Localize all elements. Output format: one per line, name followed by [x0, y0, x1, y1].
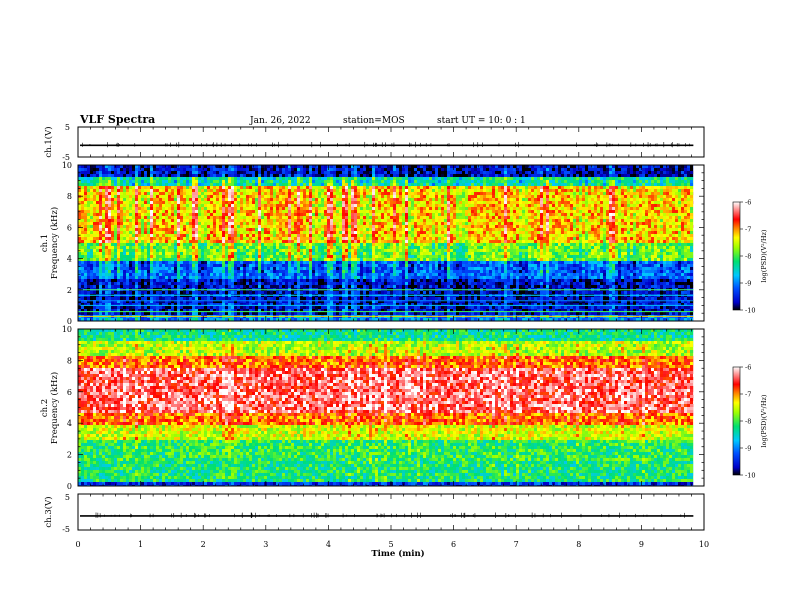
- ch2-frequency-ticks: 0 2 4 6 8 10: [62, 325, 704, 491]
- time-tick-label: 5: [388, 540, 393, 549]
- time-axis-ticks: [77, 127, 705, 530]
- ch2-colorbar-ticks: -6 -7 -8 -9 -10: [740, 364, 755, 480]
- ch1-voltage-ytick-top: 5: [65, 123, 70, 132]
- ch2-colorbar-gradient: [732, 366, 741, 476]
- ch1-colorbar-tick-label: -10: [745, 307, 755, 315]
- ch1-colorbar-ticks: -6 -7 -8 -9 -10: [740, 199, 755, 315]
- ch2-frequency-tick-label: 6: [67, 388, 72, 397]
- ch2-spectrogram-panel: 0 2 4 6 8 10 ch.2 Frequency (kHz) -6 -7 -8 -9 -10…: [40, 325, 768, 491]
- time-tick-label: 1: [138, 540, 143, 549]
- ch1-voltage-ylabel: ch.1(V): [43, 126, 54, 157]
- start-time-label: start UT = 10: 0 : 1: [437, 116, 526, 126]
- time-axis-label: Time (min): [371, 548, 424, 559]
- ch2-frequency-tick-label: 4: [67, 419, 72, 428]
- ch2-frequency-tick-label: 10: [62, 325, 72, 334]
- ch1-frequency-tick-label: 8: [67, 192, 72, 201]
- ch2-frequency-tick-label: 2: [67, 451, 72, 460]
- ch1-frequency-ticks: 0 2 4 6 8 10: [62, 161, 704, 326]
- station-label: station=MOS: [343, 116, 405, 126]
- ch1-voltage-trace: [80, 141, 694, 148]
- ch2-colorbar: -6 -7 -8 -9 -10 log(PSD)(V²/Hz): [732, 364, 768, 480]
- ch3-voltage-trace: [80, 512, 694, 519]
- ch1-colorbar-tick-label: -9: [745, 280, 751, 288]
- ch1-frequency-tick-label: 4: [67, 255, 72, 264]
- ch2-channel-label: ch.2: [40, 399, 50, 417]
- ch3-voltage-panel: 5 -5 ch.3(V): [43, 493, 705, 534]
- ch2-frequency-tick-label: 8: [67, 356, 72, 365]
- ch1-colorbar-tick-label: -8: [745, 253, 751, 261]
- ch2-frequency-label: Frequency (kHz): [49, 372, 60, 444]
- ch1-frequency-tick-label: 10: [62, 161, 72, 170]
- ch1-spectrogram-image: [78, 165, 704, 321]
- ch2-colorbar-label: log(PSD)(V²/Hz): [760, 394, 768, 447]
- ch2-spectrogram-image: [78, 329, 704, 486]
- ch1-colorbar-label: log(PSD)(V²/Hz): [760, 229, 768, 282]
- time-tick-label: 0: [75, 540, 80, 549]
- ch1-frequency-tick-label: 2: [67, 286, 72, 295]
- ch1-colorbar: -6 -7 -8 -9 -10 log(PSD)(V²/Hz): [732, 199, 768, 315]
- ch1-frequency-tick-label: 0: [67, 317, 72, 326]
- time-axis-tick-labels: 0 1 2 3 4 5 6 7 8 9 10: [75, 540, 709, 549]
- ch2-colorbar-tick-label: -9: [745, 445, 751, 453]
- ch3-voltage-ytick-top: 5: [65, 493, 70, 502]
- ch1-frequency-label: Frequency (kHz): [49, 207, 60, 279]
- ch3-voltage-ylabel: ch.3(V): [43, 496, 54, 527]
- ch3-voltage-frame: [77, 493, 705, 531]
- ch3-voltage-ytick-bottom: -5: [62, 525, 70, 534]
- time-tick-label: 7: [514, 540, 519, 549]
- time-tick-label: 9: [639, 540, 644, 549]
- ch1-frequency-tick-label: 6: [67, 223, 72, 232]
- ch2-colorbar-tick-label: -10: [745, 472, 755, 480]
- ch1-spectrogram-panel: 0 2 4 6 8 10 ch.1 Frequency (kHz) -6 -7 -8 -9 -10…: [40, 161, 768, 326]
- ch1-voltage-ytick-bottom: -5: [62, 153, 70, 162]
- ch2-frequency-tick-label: 0: [67, 482, 72, 491]
- ch2-colorbar-tick-label: -6: [745, 364, 751, 372]
- ch1-channel-label: ch.1: [40, 234, 50, 252]
- time-tick-label: 10: [699, 540, 709, 549]
- ch1-colorbar-tick-label: -7: [745, 226, 751, 234]
- time-tick-label: 3: [263, 540, 268, 549]
- date-label: Jan. 26, 2022: [249, 116, 311, 126]
- ch1-colorbar-tick-label: -6: [745, 199, 751, 207]
- ch2-colorbar-tick-label: -7: [745, 391, 751, 399]
- time-tick-label: 2: [201, 540, 206, 549]
- figure-title: VLF Spectra: [79, 113, 155, 126]
- ch1-colorbar-gradient: [732, 201, 741, 311]
- time-tick-label: 8: [576, 540, 581, 549]
- time-tick-label: 6: [451, 540, 456, 549]
- ch1-voltage-panel: 5 -5 ch.1(V): [43, 123, 705, 162]
- time-tick-label: 4: [326, 540, 331, 549]
- ch2-colorbar-tick-label: -8: [745, 418, 751, 426]
